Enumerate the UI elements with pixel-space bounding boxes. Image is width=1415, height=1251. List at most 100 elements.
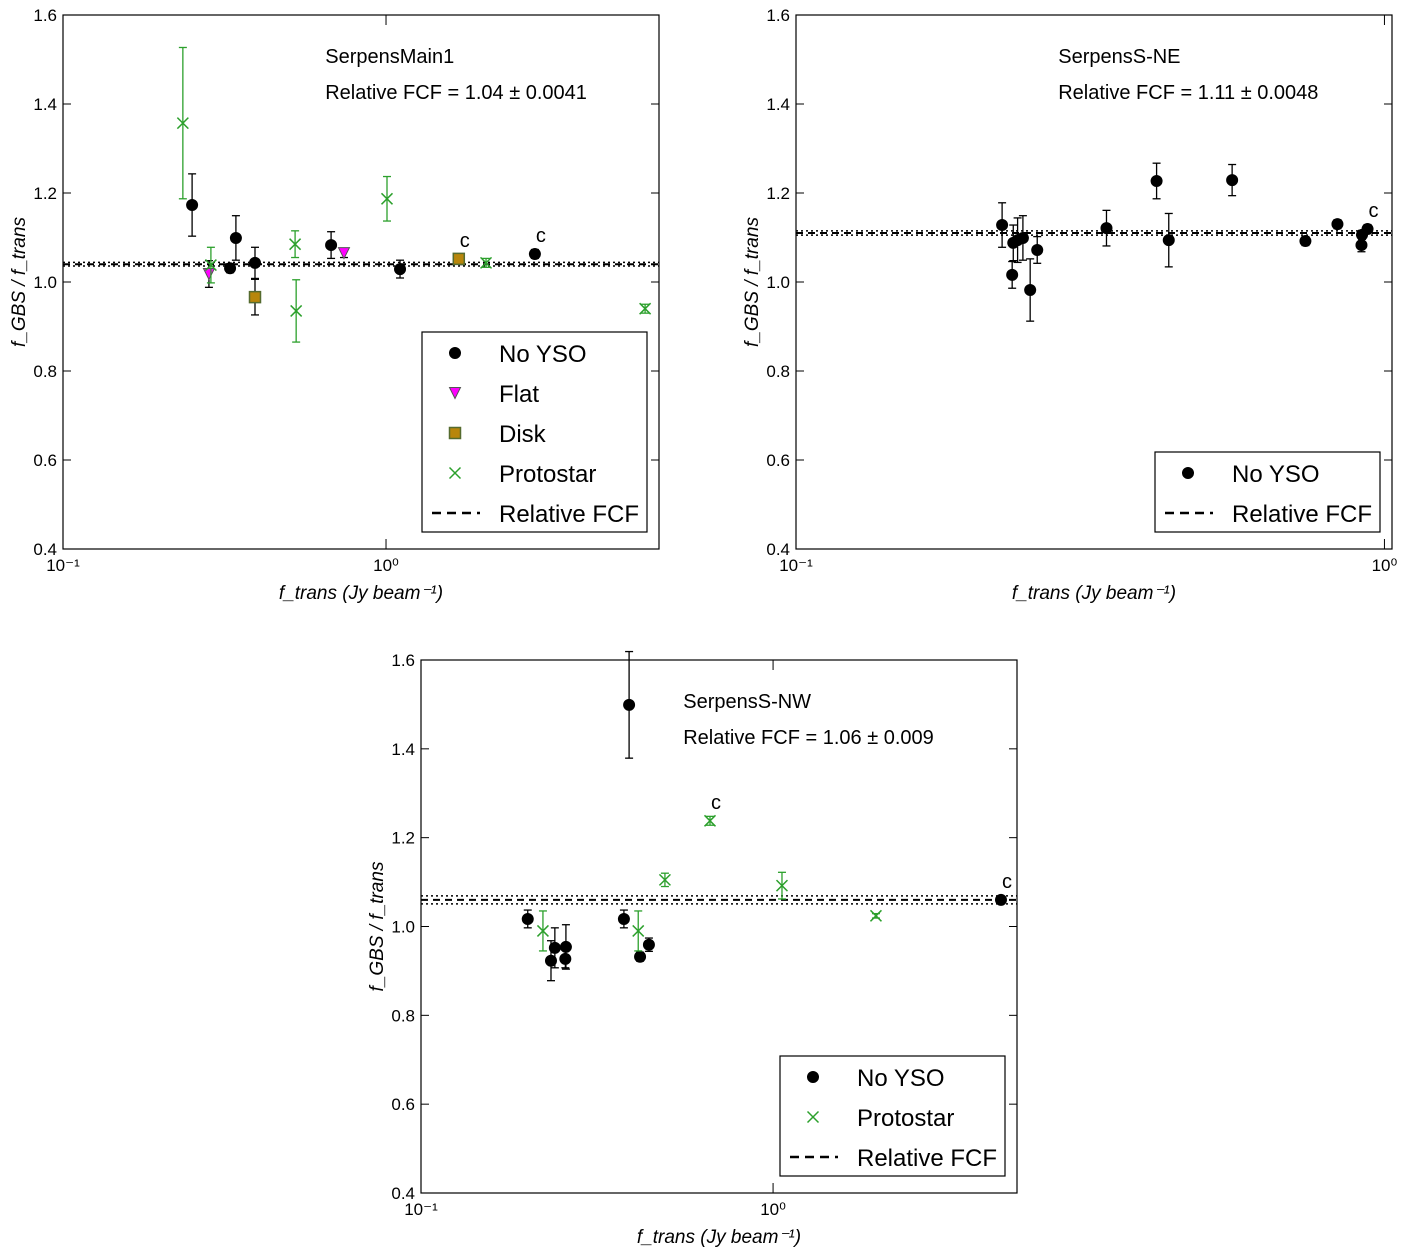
y-tick-label: 1.0 xyxy=(766,273,790,292)
y-tick-label: 0.4 xyxy=(766,540,790,559)
point xyxy=(1162,234,1175,247)
point xyxy=(1024,284,1037,297)
x-tick-label: 10⁻¹ xyxy=(779,556,813,575)
x-tick-label: 10⁰ xyxy=(1372,556,1398,575)
point xyxy=(1361,223,1374,236)
x-tick-label: 10⁰ xyxy=(373,556,399,575)
x-tick-label: 10⁻¹ xyxy=(404,1200,438,1219)
point xyxy=(202,267,216,281)
point-label: c xyxy=(536,225,546,247)
annotation: SerpensS-NW xyxy=(683,691,811,713)
subplot: 0.4 0.6 0.8 1.0 1.2 1.4 1.6 10⁻¹ 10⁰ f_trans (Jy … xyxy=(367,650,1018,1248)
annotation: Relative FCF = 1.04 ± 0.0041 xyxy=(325,82,587,104)
x-tick-label: 10⁻¹ xyxy=(46,556,80,575)
point xyxy=(1016,231,1029,244)
y-tick-label: 0.8 xyxy=(766,362,790,381)
x-axis-label: f_trans (Jy beam⁻¹) xyxy=(279,583,443,604)
point xyxy=(994,893,1007,906)
point xyxy=(186,199,199,212)
point xyxy=(480,256,493,269)
point-label: c xyxy=(711,792,721,814)
point xyxy=(1355,239,1368,252)
legend-label: Protostar xyxy=(499,461,596,488)
point xyxy=(1031,243,1044,256)
legend-marker xyxy=(807,1071,819,1083)
point xyxy=(1331,218,1344,231)
point xyxy=(229,231,242,244)
point-label: c xyxy=(1369,200,1379,222)
annotation: SerpensMain1 xyxy=(325,46,454,68)
legend-label: Disk xyxy=(499,421,547,448)
y-tick-label: 0.4 xyxy=(33,540,57,559)
point xyxy=(869,909,882,922)
legend-label: No YSO xyxy=(1232,461,1320,488)
y-tick-label: 1.2 xyxy=(766,184,790,203)
y-tick-label: 1.0 xyxy=(33,273,57,292)
point xyxy=(632,924,645,937)
point xyxy=(775,879,789,892)
point xyxy=(1299,235,1312,248)
point xyxy=(559,940,572,953)
y-tick-label: 1.2 xyxy=(391,829,415,848)
annotation: Relative FCF = 1.06 ± 0.009 xyxy=(683,727,934,749)
subplot: 0.4 0.6 0.8 1.0 1.2 1.4 1.6 10⁻¹ 10⁰ f_trans (Jy … xyxy=(9,6,660,604)
annotation: Relative FCF = 1.11 ± 0.0048 xyxy=(1058,82,1318,104)
point xyxy=(1150,174,1163,187)
x-tick-label: 10⁰ xyxy=(760,1200,786,1219)
point xyxy=(703,814,717,827)
point xyxy=(325,239,338,252)
y-tick-label: 0.4 xyxy=(391,1184,415,1203)
y-tick-label: 1.6 xyxy=(33,6,57,25)
point xyxy=(528,247,541,260)
point xyxy=(337,247,351,260)
point xyxy=(248,290,262,304)
point xyxy=(1100,222,1113,235)
y-axis-label: f_GBS / f_trans xyxy=(742,217,763,347)
y-tick-label: 0.6 xyxy=(766,451,790,470)
point xyxy=(642,938,655,951)
legend: No YSO Flat Disk Protostar Relative FCF xyxy=(421,331,648,533)
legend-box xyxy=(1154,451,1381,533)
y-tick-label: 0.6 xyxy=(391,1095,415,1114)
annotation: SerpensS-NE xyxy=(1058,46,1180,68)
y-tick-label: 0.8 xyxy=(33,362,57,381)
legend-label: Relative FCF xyxy=(857,1145,997,1172)
point xyxy=(658,873,671,886)
y-axis-label: f_GBS / f_trans xyxy=(9,217,30,347)
y-tick-label: 1.2 xyxy=(33,184,57,203)
legend-marker xyxy=(448,466,462,480)
point xyxy=(289,238,302,251)
legend: No YSO Protostar Relative FCF xyxy=(779,1055,1006,1177)
legend-marker xyxy=(1182,467,1194,479)
x-axis-label: f_trans (Jy beam⁻¹) xyxy=(1012,583,1176,604)
point xyxy=(996,219,1009,232)
legend-label: Relative FCF xyxy=(1232,501,1372,528)
legend-label: Relative FCF xyxy=(499,501,639,528)
legend-marker xyxy=(448,426,462,440)
point xyxy=(548,941,561,954)
point xyxy=(248,256,261,269)
point xyxy=(176,117,189,130)
point xyxy=(1006,268,1019,281)
point xyxy=(224,262,237,275)
point xyxy=(204,259,217,272)
legend-label: No YSO xyxy=(857,1065,945,1092)
point-label: c xyxy=(1002,871,1012,893)
y-tick-label: 0.8 xyxy=(391,1006,415,1025)
y-axis-label: f_GBS / f_trans xyxy=(367,861,388,991)
legend-marker xyxy=(449,347,461,359)
y-tick-label: 1.4 xyxy=(766,95,790,114)
point xyxy=(617,912,630,925)
point xyxy=(290,304,303,317)
x-axis-label: f_trans (Jy beam⁻¹) xyxy=(637,1227,801,1248)
point xyxy=(380,192,394,205)
point xyxy=(521,912,534,925)
point xyxy=(544,954,557,967)
point-label: c xyxy=(460,230,470,252)
legend-label: Protostar xyxy=(857,1105,954,1132)
subplot: 0.4 0.6 0.8 1.0 1.2 1.4 1.6 10⁻¹ 10⁰ f_trans (Jy … xyxy=(742,6,1397,604)
point xyxy=(634,950,647,963)
point xyxy=(1226,174,1239,187)
legend-box xyxy=(779,1055,1006,1177)
